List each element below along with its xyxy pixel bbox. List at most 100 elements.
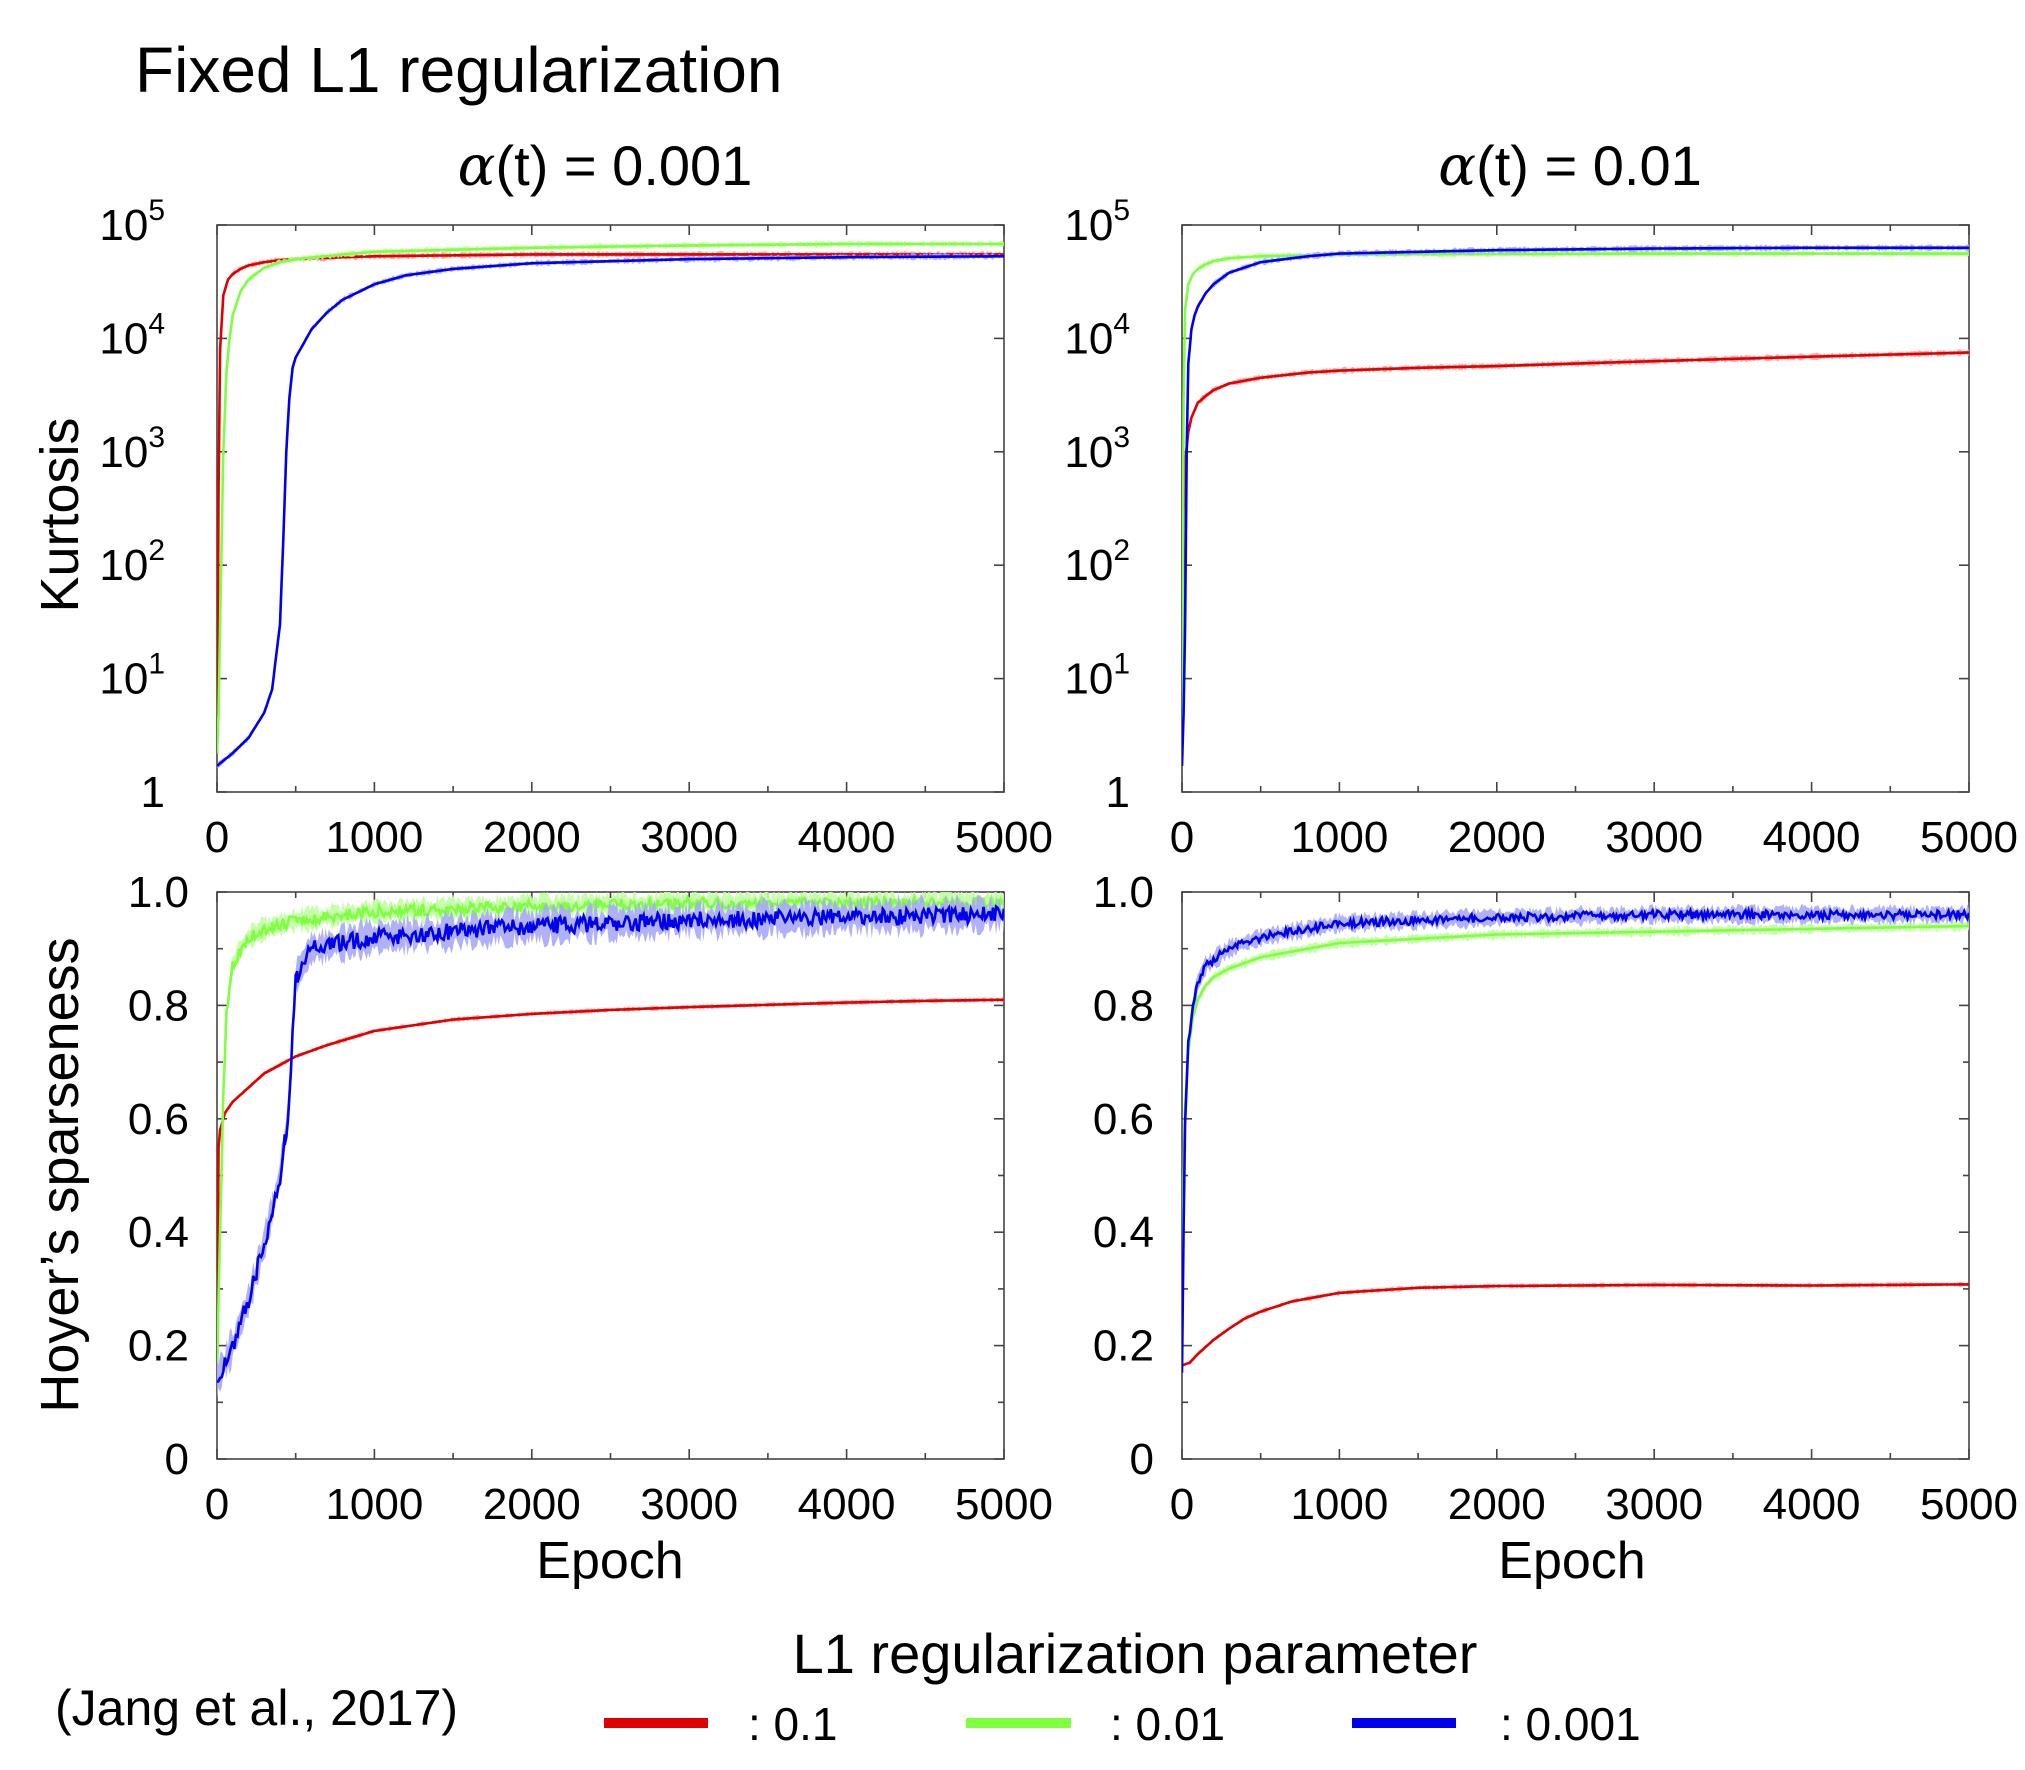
- x-tick-label: 2000: [1448, 813, 1546, 862]
- panel-hoyer-alpha-0.01: 0 1000 2000 3000 4000 5000 0 0.2 0.4 0.6 0.8 1.0: [1093, 868, 2018, 1529]
- series-0.1-line: [217, 998, 1004, 1329]
- x-tick-label: 4000: [798, 1480, 896, 1529]
- legend-item-0.01: : 0.01: [966, 1698, 1225, 1750]
- legend-item-0.1: : 0.1: [604, 1698, 838, 1750]
- x-tick-label: 4000: [1763, 1480, 1861, 1529]
- series-0.01-band: [1182, 920, 1969, 1339]
- x-tick-label: 3000: [640, 813, 738, 862]
- x-tick-label: 1000: [1290, 813, 1388, 862]
- legend-label-0.001: : 0.001: [1500, 1698, 1641, 1750]
- alpha-symbol: α: [1438, 134, 1476, 199]
- plot-area: [217, 892, 1004, 1398]
- series-0.001-line: [217, 903, 1004, 1384]
- y-tick-label: 105: [99, 194, 165, 250]
- series-0.1-band: [1182, 349, 1969, 717]
- plot-frame: [1181, 891, 1970, 1460]
- y-tick-label: 0: [1130, 1435, 1154, 1484]
- panel-hoyer-alpha-0.001: 0 1000 2000 3000 4000 5000 0 0.2 0.4 0.6 0.8 1.0: [128, 868, 1053, 1529]
- x-tick-label: 0: [205, 813, 229, 862]
- series-0.01-line: [1182, 924, 1969, 1335]
- x-axis-label-right: Epoch: [1498, 1532, 1645, 1590]
- legend-item-0.001: : 0.001: [1352, 1698, 1641, 1750]
- series-0.001-band: [217, 894, 1004, 1398]
- plot-area: [1182, 903, 1969, 1380]
- series-0.001-band: [1182, 903, 1969, 1380]
- x-tick-label: 0: [1170, 1480, 1194, 1529]
- x-tick-label: 2000: [1448, 1480, 1546, 1529]
- series-0.1-band: [217, 250, 1004, 757]
- series-0.1-line: [1182, 1283, 1969, 1367]
- y-tick-label: 0.4: [1093, 1208, 1154, 1257]
- series-0.001-line: [1182, 905, 1969, 1373]
- x-tick-label: 1000: [325, 813, 423, 862]
- series-0.1-band: [1182, 1281, 1969, 1369]
- series-0.01-band: [1182, 249, 1969, 750]
- y-tick-label: 1.0: [128, 868, 189, 917]
- x-tick-label: 2000: [483, 1480, 581, 1529]
- x-tick-label: 4000: [798, 813, 896, 862]
- x-tick-label: 3000: [1605, 1480, 1703, 1529]
- y-tick-label: 0: [165, 1435, 189, 1484]
- plot-area: [217, 240, 1004, 768]
- x-tick-label: 2000: [483, 813, 581, 862]
- plot-frame: [1181, 224, 1970, 793]
- series-0.001-band: [217, 252, 1004, 768]
- y-tick-label: 101: [1064, 648, 1130, 704]
- series-0.1-band: [217, 996, 1004, 1332]
- y-tick-label: 0.6: [128, 1095, 189, 1144]
- y-tick-label: 102: [1064, 534, 1130, 590]
- panel-kurtosis-alpha-0.001: 0 1000 2000 3000 4000 5000 1 101 102 103 104 105: [99, 194, 1053, 862]
- series-0.1-line: [1182, 351, 1969, 713]
- series-0.01-line: [1182, 252, 1969, 747]
- panel-kurtosis-alpha-0.01: 0 1000 2000 3000 4000 5000 1 101 102 103 104 105: [1064, 194, 2018, 862]
- y-tick-label: 1: [1106, 768, 1130, 817]
- legend-label-0.1: : 0.1: [748, 1698, 838, 1750]
- x-tick-label: 0: [1170, 813, 1194, 862]
- x-tick-label: 0: [205, 1480, 229, 1529]
- series-0.1-line: [217, 253, 1004, 754]
- column-title-left: α(t) = 0.001: [458, 134, 753, 199]
- series-0.001-band: [1182, 244, 1969, 769]
- y-tick-label: 104: [1064, 307, 1130, 363]
- y-tick-label: 101: [99, 648, 165, 704]
- x-axis-label-left: Epoch: [536, 1532, 683, 1590]
- citation: (Jang et al., 2017): [55, 1680, 458, 1736]
- plot-frame: [216, 891, 1005, 1460]
- y-tick-label: 103: [99, 421, 165, 477]
- column-title-left-text: (t) = 0.001: [496, 134, 753, 197]
- y-tick-label: 104: [99, 307, 165, 363]
- series-0.01-band: [217, 240, 1004, 756]
- y-tick-label: 0.2: [128, 1322, 189, 1371]
- legend: : 0.1 : 0.01 : 0.001: [604, 1698, 1641, 1750]
- column-title-right: α(t) = 0.01: [1438, 134, 1702, 199]
- legend-title: L1 regularization parameter: [793, 1622, 1478, 1685]
- alpha-symbol: α: [458, 134, 496, 199]
- y-tick-label: 0.2: [1093, 1322, 1154, 1371]
- y-tick-label: 1.0: [1093, 868, 1154, 917]
- y-tick-label: 0.8: [1093, 981, 1154, 1030]
- y-tick-label: 0.4: [128, 1208, 189, 1257]
- column-title-right-text: (t) = 0.01: [1476, 134, 1702, 197]
- x-tick-label: 3000: [1605, 813, 1703, 862]
- x-tick-label: 5000: [955, 1480, 1053, 1529]
- legend-label-0.01: : 0.01: [1110, 1698, 1225, 1750]
- series-0.001-line: [217, 255, 1004, 767]
- series-0.01-line: [217, 242, 1004, 754]
- series-0.01-band: [217, 892, 1004, 1378]
- y-tick-label: 105: [1064, 194, 1130, 250]
- plot-area: [1182, 244, 1969, 769]
- row-label-hoyer: Hoyer’s sparseness: [30, 937, 90, 1412]
- y-tick-label: 0.8: [128, 981, 189, 1030]
- x-tick-label: 5000: [1920, 813, 2018, 862]
- figure-title: Fixed L1 regularization: [135, 34, 782, 106]
- x-tick-label: 5000: [1920, 1480, 2018, 1529]
- y-tick-label: 1: [141, 768, 165, 817]
- series-0.01-line: [217, 893, 1004, 1378]
- y-tick-label: 103: [1064, 421, 1130, 477]
- row-label-kurtosis: Kurtosis: [30, 417, 90, 612]
- x-tick-label: 1000: [1290, 1480, 1388, 1529]
- plot-frame: [216, 224, 1005, 793]
- y-tick-label: 0.6: [1093, 1095, 1154, 1144]
- series-0.001-line: [1182, 246, 1969, 766]
